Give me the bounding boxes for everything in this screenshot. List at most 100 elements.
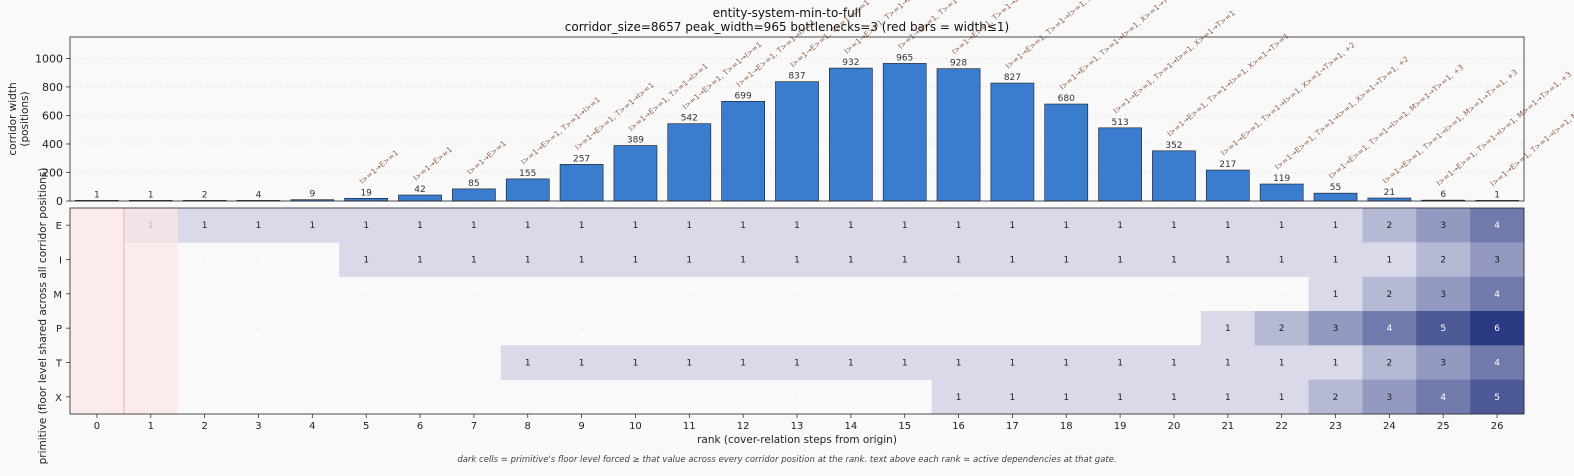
heatmap-cell	[985, 242, 1040, 277]
heatmap-cell-label: 1	[956, 359, 962, 369]
heatmap-cell-label: 6	[1494, 324, 1500, 334]
heatmap-x-tick-label: 7	[471, 421, 477, 432]
bar	[1044, 103, 1089, 202]
heatmap-cell-label: ·	[850, 292, 852, 299]
heatmap-cell-label: ·	[311, 292, 313, 299]
heatmap-cell	[554, 208, 609, 243]
heatmap-cell	[1308, 242, 1363, 277]
heatmap-cell	[1416, 379, 1471, 415]
heatmap-cell	[1362, 242, 1417, 277]
heatmap-cell-label: ·	[1227, 292, 1229, 299]
heatmap-cell-label: 1	[1333, 359, 1339, 369]
heatmap-cell-label: 1	[1117, 256, 1123, 266]
heatmap-x-axis-label: rank (cover-relation steps from origin)	[697, 434, 897, 446]
heatmap-cell-label: ·	[204, 326, 206, 333]
heatmap-cell	[1200, 311, 1256, 346]
heatmap-cell	[608, 242, 663, 277]
bar	[1152, 150, 1196, 202]
heatmap-cell	[770, 345, 825, 380]
heatmap-cell-label: ·	[365, 395, 367, 402]
heatmap-x-tick-label: 24	[1383, 421, 1396, 432]
heatmap-cell-label: 1	[1225, 393, 1231, 403]
heatmap-cell-label: 1	[1063, 256, 1069, 266]
heatmap-cell-label: 1	[1117, 359, 1123, 369]
bar-data-label: 389	[627, 136, 644, 146]
bar-y-tick-label: 0	[56, 195, 63, 208]
heatmap-cell-label: 2	[1387, 221, 1393, 231]
heatmap-cell-label: 1	[363, 256, 369, 266]
heatmap-cell-label: 1	[579, 256, 585, 266]
heatmap-cell	[1416, 242, 1471, 277]
heatmap-cell-label: ·	[1011, 292, 1013, 299]
heatmap-cell-label: ·	[365, 361, 367, 368]
heatmap-cell-label: ·	[311, 395, 313, 402]
heatmap-x-tick-label: 26	[1491, 421, 1504, 432]
bar-data-label: 827	[1004, 73, 1021, 83]
heatmap-cell-label: ·	[419, 292, 421, 299]
heatmap-cell-label: 1	[1171, 256, 1177, 266]
heatmap-cell-label: 1	[309, 221, 315, 231]
heatmap-cell-label: ·	[742, 395, 744, 402]
heatmap-cell	[985, 208, 1040, 243]
heatmap-y-tick-label: E	[56, 221, 62, 232]
heatmap-cell	[1147, 208, 1202, 243]
bottleneck-band	[123, 208, 178, 414]
heatmap-y-tick-label: I	[59, 256, 62, 267]
heatmap-cell	[1200, 379, 1256, 415]
heatmap-cell	[1308, 311, 1363, 346]
heatmap-x-tick-label: 18	[1060, 421, 1073, 432]
heatmap-cell-label: 3	[1440, 359, 1446, 369]
heatmap-cell	[554, 345, 609, 380]
bottleneck-band	[70, 208, 124, 414]
bar	[829, 67, 873, 202]
heatmap-cell	[1254, 242, 1309, 277]
heatmap-cell-label: 1	[256, 221, 262, 231]
heatmap-cell-label: ·	[742, 326, 744, 333]
heatmap-x-tick-label: 11	[683, 421, 696, 432]
heatmap-x-tick-label: 8	[525, 421, 531, 432]
heatmap-cell-label: ·	[581, 292, 583, 299]
heatmap-cell-label: 1	[1117, 221, 1123, 231]
bar-y-tick-label: 600	[42, 109, 63, 122]
heatmap-cell-label: ·	[958, 326, 960, 333]
heatmap-cell	[985, 345, 1040, 380]
heatmap-cell	[1254, 311, 1309, 346]
bar-data-label: 837	[788, 72, 805, 82]
heatmap-cell-label: ·	[527, 326, 529, 333]
heatmap-cell	[500, 345, 555, 380]
heatmap-cell-label: 1	[1225, 324, 1231, 334]
heatmap-cell-label: 1	[1279, 256, 1285, 266]
heatmap-cell	[500, 242, 555, 277]
heatmap-cell-label: ·	[904, 395, 906, 402]
heatmap-cell-label: ·	[634, 326, 636, 333]
bar	[613, 145, 658, 202]
heatmap-cell-label: ·	[1119, 292, 1121, 299]
heatmap-cell	[231, 208, 286, 243]
chart-title: entity-system-min-to-full	[712, 6, 862, 20]
bar-data-label: 699	[735, 91, 752, 101]
heatmap-cell	[1147, 379, 1202, 415]
heatmap-cell	[716, 242, 771, 277]
heatmap-x-tick-label: 15	[898, 421, 911, 432]
heatmap-cell	[1254, 379, 1309, 415]
heatmap-y-axis-label: primitive (floor level shared across all…	[37, 168, 49, 465]
bar-y-tick-label: 1000	[35, 52, 63, 65]
heatmap-cell-label: ·	[1281, 292, 1283, 299]
heatmap-cell-label: ·	[581, 395, 583, 402]
heatmap-y-tick-label: X	[55, 393, 62, 404]
heatmap-cell-label: ·	[904, 326, 906, 333]
heatmap-cell-label: ·	[258, 292, 260, 299]
heatmap-cell	[1093, 345, 1148, 380]
heatmap-y-tick-label: P	[56, 324, 62, 335]
heatmap-cell-label: ·	[473, 395, 475, 402]
heatmap-cell	[662, 242, 717, 277]
heatmap-cell	[1254, 345, 1309, 380]
bar-data-label: 680	[1058, 94, 1075, 104]
bar	[990, 82, 1035, 202]
bar-data-label: 1	[94, 190, 100, 200]
heatmap-cell-label: 4	[1494, 359, 1500, 369]
heatmap-cell	[1470, 276, 1525, 312]
heatmap-cell	[662, 345, 717, 380]
heatmap-cell-label: ·	[473, 361, 475, 368]
heatmap-cell	[1254, 208, 1309, 243]
